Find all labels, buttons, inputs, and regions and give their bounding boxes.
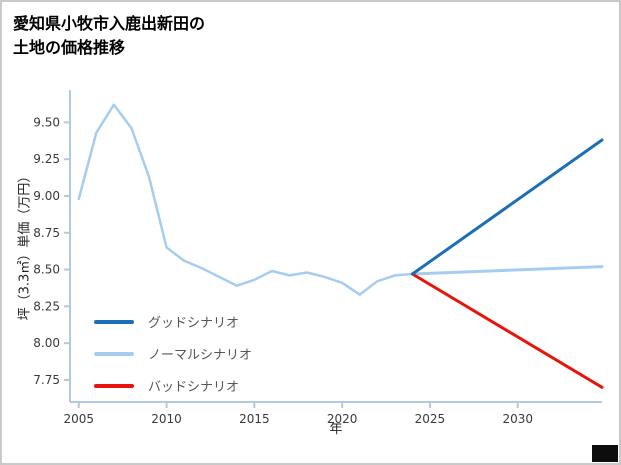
legend-item-good: グッドシナリオ xyxy=(94,312,252,331)
series-line-ノーマルシナリオ xyxy=(410,265,604,276)
y-tick-label: 9.25 xyxy=(33,152,60,166)
series-line-実績（ノーマルシナリオ過去） xyxy=(77,103,414,296)
y-tick-label: 9.00 xyxy=(33,189,60,203)
x-tick-label: 2005 xyxy=(64,412,95,426)
x-axis-label: 年 xyxy=(329,422,343,437)
legend-item-bad: バッドシナリオ xyxy=(94,376,252,395)
series-line-グッドシナリオ xyxy=(410,138,604,276)
legend-item-normal: ノーマルシナリオ xyxy=(94,344,252,363)
chart-legend: グッドシナリオ ノーマルシナリオ バッドシナリオ xyxy=(94,312,252,395)
legend-label-bad: バッドシナリオ xyxy=(148,380,240,395)
page-title: 愛知県小牧市入鹿出新田の 土地の価格推移 xyxy=(13,12,205,60)
site-logo xyxy=(592,445,618,462)
x-tick-label: 2010 xyxy=(151,412,182,426)
page-title-line1: 愛知県小牧市入鹿出新田の xyxy=(13,14,206,33)
good-scenario-line-swatch xyxy=(94,319,134,324)
x-tick-label: 2015 xyxy=(239,412,270,426)
y-tick-label: 8.00 xyxy=(33,336,60,350)
normal-scenario-line-swatch xyxy=(94,351,134,356)
y-tick-label: 7.75 xyxy=(33,373,60,387)
y-tick-label: 8.25 xyxy=(33,299,60,313)
x-tick-label: 2025 xyxy=(415,412,446,426)
y-tick-label: 8.50 xyxy=(33,263,60,277)
legend-label-normal: ノーマルシナリオ xyxy=(148,348,253,363)
page-title-line2: 土地の価格推移 xyxy=(13,38,126,57)
bad-scenario-line-swatch xyxy=(94,383,134,388)
series-line-バッドシナリオ xyxy=(410,272,604,389)
x-tick-label: 2020 xyxy=(327,412,358,426)
legend-label-good: グッドシナリオ xyxy=(148,316,240,331)
x-tick-label: 2030 xyxy=(502,412,533,426)
y-axis-label: 坪（3.3㎡）単価（万円） xyxy=(17,169,33,321)
y-tick-label: 8.75 xyxy=(33,226,60,240)
y-tick-label: 9.50 xyxy=(33,115,60,129)
